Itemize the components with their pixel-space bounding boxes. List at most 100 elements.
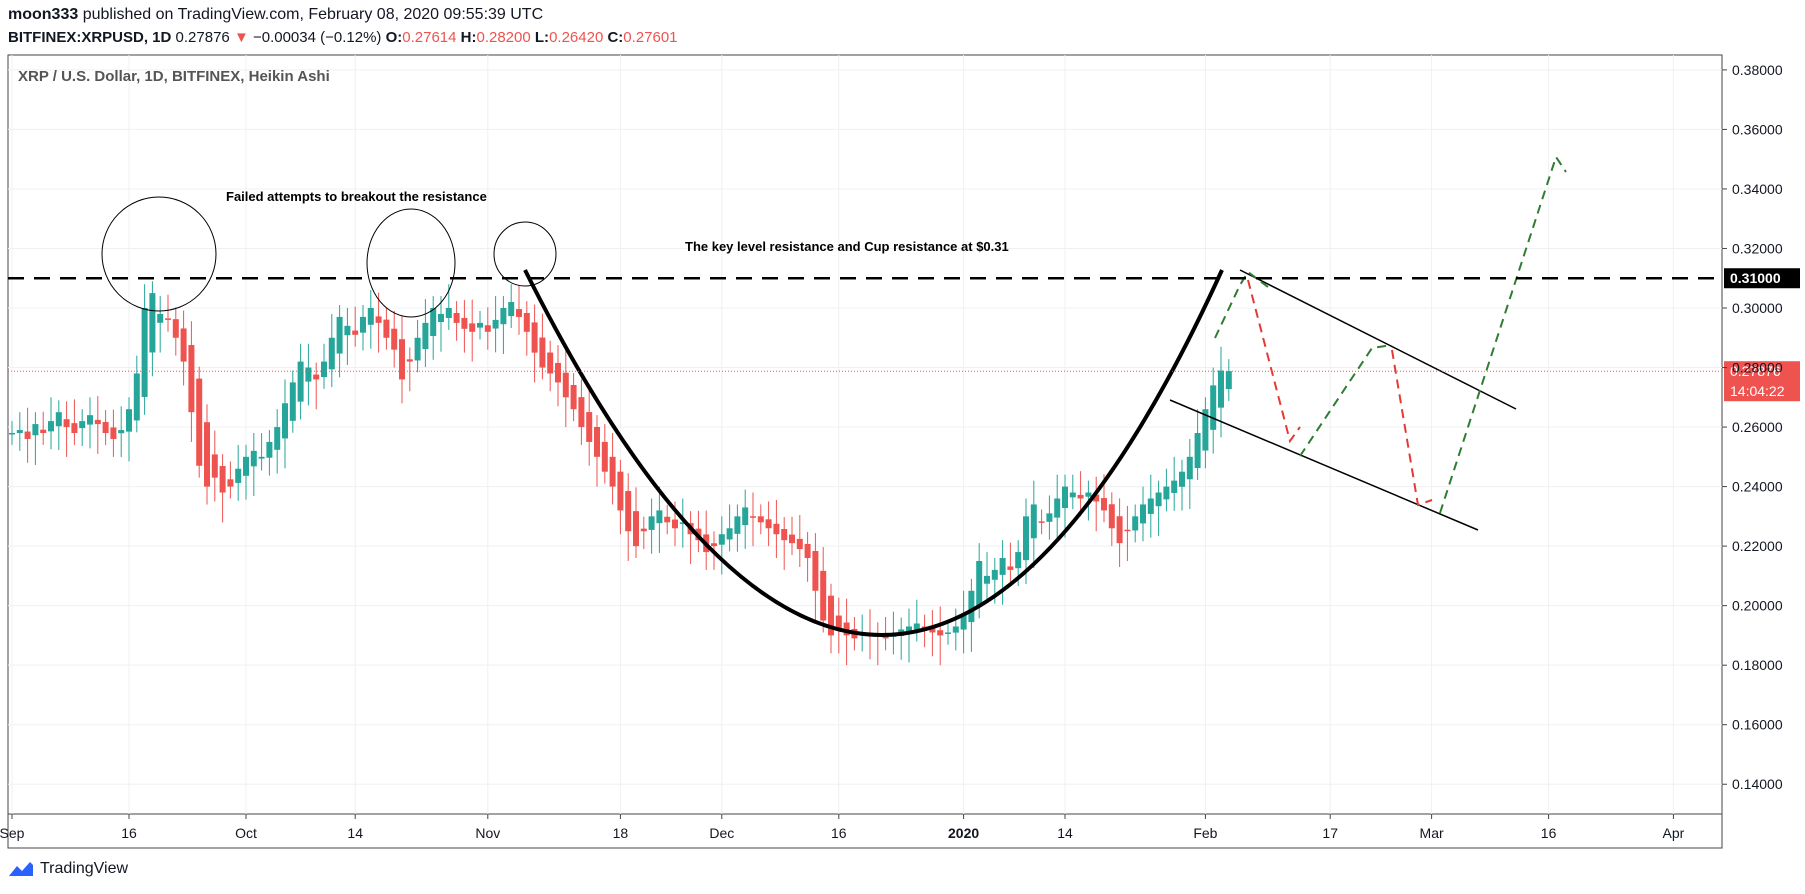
time-axis[interactable]: Sep 16 Oct 14 Nov 18 Dec 16 2020 14 Feb 17 Mar 16 Apr	[0, 814, 1685, 841]
candle-body	[204, 422, 210, 487]
candle-body	[266, 441, 273, 458]
candle-body	[367, 308, 374, 325]
chart-title: XRP / U.S. Dollar, 1D, BITFINEX, Heikin …	[18, 68, 330, 85]
candle	[289, 370, 296, 433]
candle-body	[1038, 521, 1045, 523]
candle-body	[438, 313, 444, 322]
candle-body	[422, 322, 429, 350]
failed-attempt-circle-1	[101, 196, 217, 312]
x-tick-label: Sep	[0, 825, 25, 841]
candle	[898, 617, 905, 660]
candle	[594, 415, 600, 487]
y-tick-label: 0.20000	[1732, 598, 1783, 614]
candle-body	[172, 319, 179, 338]
candle	[422, 299, 429, 367]
candle-body	[1179, 471, 1185, 487]
candle	[835, 597, 842, 654]
candle-body	[492, 319, 499, 329]
high-value: 0.28200	[476, 29, 531, 46]
candle-body	[648, 516, 655, 530]
y-tick-label: 0.26000	[1732, 419, 1783, 435]
candle	[1108, 492, 1115, 547]
candle-body	[929, 628, 936, 633]
candle	[484, 307, 491, 350]
candle-body	[445, 308, 452, 318]
candle	[516, 285, 522, 335]
candle	[438, 296, 444, 352]
author-name[interactable]: moon333	[8, 6, 79, 23]
x-tick-label: 2020	[948, 825, 979, 841]
candle	[570, 373, 577, 422]
candle-body	[1147, 498, 1154, 514]
chart-frame	[7, 54, 1723, 849]
candle	[960, 590, 967, 654]
candle-body	[765, 519, 772, 529]
candle	[430, 296, 437, 360]
candle-body	[165, 318, 171, 320]
candle-body	[609, 456, 616, 487]
candle	[757, 504, 764, 535]
candle-body	[640, 528, 647, 532]
candle	[1132, 504, 1139, 543]
candle	[656, 486, 663, 553]
candle-body	[484, 325, 491, 332]
candle-body	[835, 615, 842, 630]
candle	[352, 306, 359, 347]
candle-body	[235, 468, 242, 483]
failed-attempt-circle-2	[366, 208, 456, 318]
candle	[1124, 505, 1131, 561]
candles	[9, 281, 1232, 666]
candle	[547, 340, 554, 392]
candle-body	[133, 373, 140, 421]
candle-body	[1108, 504, 1115, 529]
candle-body	[328, 337, 335, 370]
candle	[913, 599, 920, 642]
candle	[726, 504, 733, 552]
candle	[804, 532, 811, 582]
candle-body	[656, 510, 663, 524]
candle-body	[258, 456, 265, 459]
candle-body	[16, 430, 23, 434]
candle-body	[945, 632, 951, 634]
candle	[344, 308, 351, 365]
candle	[250, 433, 257, 497]
drawings	[101, 154, 1567, 637]
candle	[55, 400, 62, 451]
candle-body	[570, 385, 577, 410]
candle-body	[336, 316, 343, 354]
candle	[172, 307, 179, 356]
candle-body	[55, 412, 62, 427]
x-tick-label: 14	[347, 825, 363, 841]
candle	[71, 399, 78, 445]
y-tick-label: 0.36000	[1732, 121, 1783, 137]
candle	[211, 430, 218, 502]
candle-body	[617, 471, 624, 511]
candle-body	[40, 429, 47, 434]
open-label: O:	[385, 29, 403, 46]
brand-name[interactable]: TradingView	[40, 860, 129, 877]
last-price-label: 0.27876	[1730, 363, 1781, 379]
candle-body	[1069, 492, 1076, 498]
candle	[336, 305, 343, 378]
price-axis[interactable]: 0.14000 0.16000 0.18000 0.20000 0.22000 0.240…	[1722, 62, 1783, 792]
x-tick-label: 14	[1057, 825, 1073, 841]
candle-body	[79, 421, 86, 429]
candle	[742, 489, 749, 549]
candle	[531, 304, 538, 383]
candle	[313, 362, 320, 410]
candle-body	[625, 491, 632, 532]
candle	[1202, 397, 1209, 469]
candle	[102, 410, 109, 445]
candle	[968, 578, 975, 652]
last-price-line: 0.27876 14:04:22	[8, 361, 1800, 402]
candle	[375, 292, 382, 353]
y-tick-label: 0.24000	[1732, 479, 1783, 495]
candle-body	[297, 361, 304, 402]
candle-body	[391, 328, 398, 350]
candle	[274, 409, 281, 474]
candle	[367, 290, 374, 349]
candle	[196, 366, 203, 478]
candle	[984, 552, 990, 602]
x-tick-label: 16	[121, 825, 137, 841]
